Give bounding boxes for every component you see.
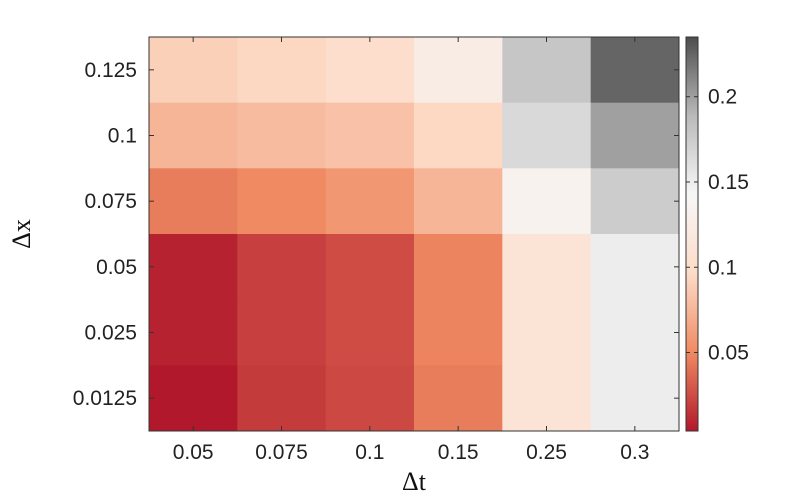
heatmap-cell (149, 234, 238, 301)
heatmap-cell (149, 102, 238, 169)
heatmap-cell (325, 102, 415, 169)
heatmap-cell (502, 37, 592, 104)
colorbar-tick-label: 0.05 (708, 342, 749, 365)
y-tick-label: 0.1 (108, 125, 137, 148)
heatmap-cell (502, 365, 592, 432)
plot-frame (148, 36, 680, 432)
heatmap-cell (414, 365, 503, 432)
heatmap-cell (149, 299, 238, 366)
heatmap-cell (237, 365, 327, 432)
x-axis-ticks: 0.05 0.075 0.1 0.15 0.25 0.3 (173, 37, 649, 464)
colorbar-tick-label: 0.2 (708, 86, 737, 109)
heatmap-cell (414, 168, 503, 235)
y-axis-label: Δx (7, 219, 36, 249)
heatmap-cell (414, 234, 503, 301)
x-tick-label: 0.075 (255, 441, 308, 464)
y-tick-label: 0.0125 (73, 387, 137, 410)
heatmap-cell (237, 299, 327, 366)
x-tick-label: 0.05 (173, 441, 214, 464)
heatmap-cell (325, 365, 415, 432)
heatmap-cell (590, 102, 680, 169)
heatmap-cell (414, 102, 503, 169)
heatmap-cell (325, 299, 415, 366)
heatmap-cell (325, 168, 415, 235)
heatmap-cell (237, 102, 327, 169)
colorbar: 0.05 0.1 0.15 0.2 (685, 36, 749, 432)
heatmap-cell (590, 37, 680, 104)
y-tick-label: 0.075 (84, 190, 137, 213)
heatmap-cell (237, 168, 327, 235)
x-tick-label: 0.15 (438, 441, 479, 464)
colorbar-gradient (685, 36, 699, 432)
y-tick-label: 0.05 (96, 256, 137, 279)
y-tick-label: 0.025 (84, 322, 137, 345)
heatmap-cell (590, 299, 680, 366)
heatmap-cell (414, 299, 503, 366)
colorbar-tick-label: 0.1 (708, 256, 737, 279)
x-tick-label: 0.1 (355, 441, 384, 464)
heatmap-cell (149, 37, 238, 104)
heatmap-cell (590, 234, 680, 301)
heatmap-cell (502, 168, 592, 235)
heatmap-cell (149, 365, 238, 432)
heatmap-cell (237, 37, 327, 104)
heatmap-cell (590, 168, 680, 235)
colorbar-ticks: 0.05 0.1 0.15 0.2 (686, 86, 749, 365)
y-axis-ticks: 0.125 0.1 0.075 0.05 0.025 0.0125 (73, 59, 679, 410)
heatmap-cell (502, 102, 592, 169)
heatmap-cell (502, 299, 592, 366)
x-axis-label: Δt (402, 467, 427, 496)
heatmap-cell (325, 234, 415, 301)
heatmap-cell (237, 234, 327, 301)
y-tick-label: 0.125 (84, 59, 137, 82)
heatmap-cells (149, 37, 680, 432)
heatmap-cell (502, 234, 592, 301)
colorbar-tick-label: 0.15 (708, 171, 749, 194)
heatmap-cell (590, 365, 680, 432)
heatmap-cell (325, 37, 415, 104)
heatmap-cell (149, 168, 238, 235)
heatmap-cell (414, 37, 503, 104)
x-tick-label: 0.25 (526, 441, 567, 464)
x-tick-label: 0.3 (620, 441, 649, 464)
